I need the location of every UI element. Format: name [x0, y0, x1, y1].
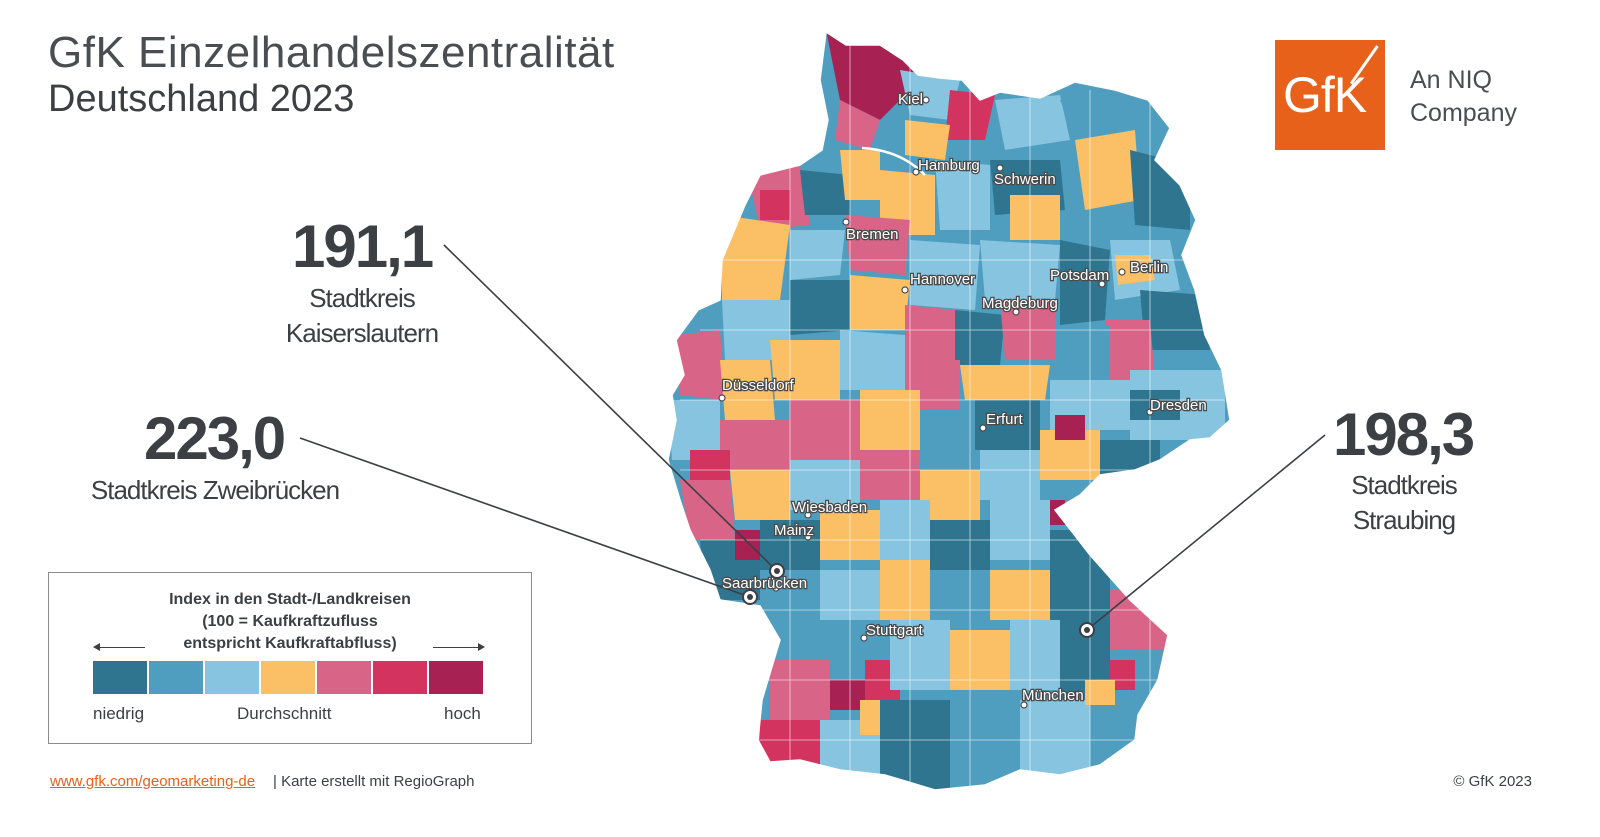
legend-swatch-3	[205, 661, 259, 694]
callout-line-straubing	[1086, 434, 1326, 631]
map-title: GfK Einzelhandelszentralität	[48, 28, 615, 77]
legend-swatch-5	[317, 661, 371, 694]
city-label-wiesbaden: Wiesbaden	[792, 499, 867, 516]
city-dot-muenchen	[1020, 701, 1028, 709]
niq-tagline-line2: Company	[1410, 99, 1517, 127]
city-dot-duesseldorf	[718, 394, 726, 402]
callout-label-zweibruecken: Stadtkreis Zweibrücken	[70, 473, 360, 508]
gfk-logo: GfK	[1275, 40, 1385, 150]
legend-title: Index in den Stadt-/Landkreisen (100 = K…	[49, 589, 531, 655]
city-dot-potsdam	[1098, 280, 1106, 288]
city-dot-dresden	[1146, 408, 1154, 416]
legend-swatch-2	[149, 661, 203, 694]
callout-label-straubing-line2: Straubing	[1352, 505, 1456, 535]
legend-swatch-7	[429, 661, 483, 694]
germany-outline	[667, 30, 1231, 791]
city-label-erfurt: Erfurt	[986, 411, 1024, 428]
legend-label-low: niedrig	[93, 704, 145, 723]
city-label-schwerin: Schwerin	[994, 171, 1056, 188]
callout-line-kaiserslautern	[443, 244, 778, 572]
legend-swatch-4	[261, 661, 315, 694]
city-dot-erfurt	[979, 424, 987, 432]
legend-swatches	[93, 661, 483, 694]
city-label-stuttgart: Stuttgart	[866, 622, 924, 639]
city-label-mainz: Mainz	[774, 522, 814, 539]
geomarketing-link[interactable]: www.gfk.com/geomarketing-de	[50, 773, 256, 790]
legend-swatch-1	[93, 661, 147, 694]
city-dot-hannover	[901, 286, 909, 294]
legend-swatch-6	[373, 661, 427, 694]
legend-arrow-right-icon	[433, 643, 485, 651]
callout-label-kaiserslautern-line1: Stadtkreis	[309, 283, 416, 313]
city-dot-kiel	[922, 96, 930, 104]
callout-value-straubing: 198,3	[1333, 401, 1475, 468]
callout-label-straubing-line1: Stadtkreis	[1351, 470, 1458, 500]
niq-tagline: An NIQ Company	[1410, 64, 1517, 130]
city-dot-hamburg	[912, 168, 920, 176]
district-borders	[680, 40, 1225, 790]
map-subtitle: Deutschland 2023	[48, 78, 355, 120]
callout-label-zweibruecken-line1: Stadtkreis Zweibrücken	[90, 475, 340, 505]
legend-title-line2: (100 = Kaufkraftzufluss	[202, 613, 378, 630]
city-label-kiel: Kiel	[898, 91, 923, 108]
callout-markers	[742, 563, 1095, 638]
niq-tagline-line1: An NIQ	[1410, 66, 1492, 94]
city-label-dresden: Dresden	[1150, 397, 1207, 414]
footer-credit: | Karte erstellt mit RegioGraph	[273, 773, 475, 790]
city-label-duesseldorf: Düsseldorf	[722, 377, 795, 394]
callout-label-kaiserslautern: Stadtkreis Kaiserslautern	[262, 281, 462, 351]
city-dot-saarbruecken	[772, 584, 780, 592]
legend-title-line1: Index in den Stadt-/Landkreisen	[169, 591, 411, 608]
legend-label-mid: Durchschnitt	[237, 704, 332, 723]
city-dot-berlin	[1118, 268, 1126, 276]
city-dot-stuttgart	[860, 634, 868, 642]
city-dot-bremen	[842, 218, 850, 226]
city-dot-wiesbaden	[804, 511, 812, 519]
city-label-bremen: Bremen	[846, 226, 899, 243]
legend-title-line3: entspricht Kaufkraftabfluss)	[183, 635, 397, 652]
callout-value-kaiserslautern: 191,1	[292, 213, 434, 280]
city-label-hamburg: Hamburg	[918, 157, 980, 174]
callout-label-kaiserslautern-line2: Kaiserslautern	[285, 318, 439, 348]
callout-lines	[299, 244, 1326, 631]
elbe-river	[861, 146, 926, 176]
city-label-berlin: Berlin	[1130, 259, 1168, 276]
callout-value-zweibruecken: 223,0	[144, 405, 286, 472]
city-dot-magdeburg	[1012, 308, 1020, 316]
city-label-hannover: Hannover	[910, 271, 975, 288]
city-dot-mainz	[804, 533, 812, 541]
city-label-magdeburg: Magdeburg	[982, 295, 1058, 312]
callout-line-zweibruecken	[299, 437, 751, 598]
city-label-potsdam: Potsdam	[1050, 267, 1109, 284]
city-label-muenchen: München	[1022, 687, 1084, 704]
callout-label-straubing: Stadtkreis Straubing	[1304, 468, 1504, 538]
gfk-logo-mark: GfK	[1283, 67, 1367, 123]
copyright: © GfK 2023	[1453, 773, 1532, 790]
legend-arrow-left-icon	[93, 643, 145, 651]
city-label-saarbruecken: Saarbrücken	[722, 575, 807, 592]
city-dot-schwerin	[996, 164, 1004, 172]
legend-label-high: hoch	[444, 704, 481, 723]
city-labels: Kiel Hamburg Schwerin Bremen Hannover Potsdam…	[718, 90, 1208, 709]
legend: Index in den Stadt-/Landkreisen (100 = K…	[48, 572, 532, 744]
